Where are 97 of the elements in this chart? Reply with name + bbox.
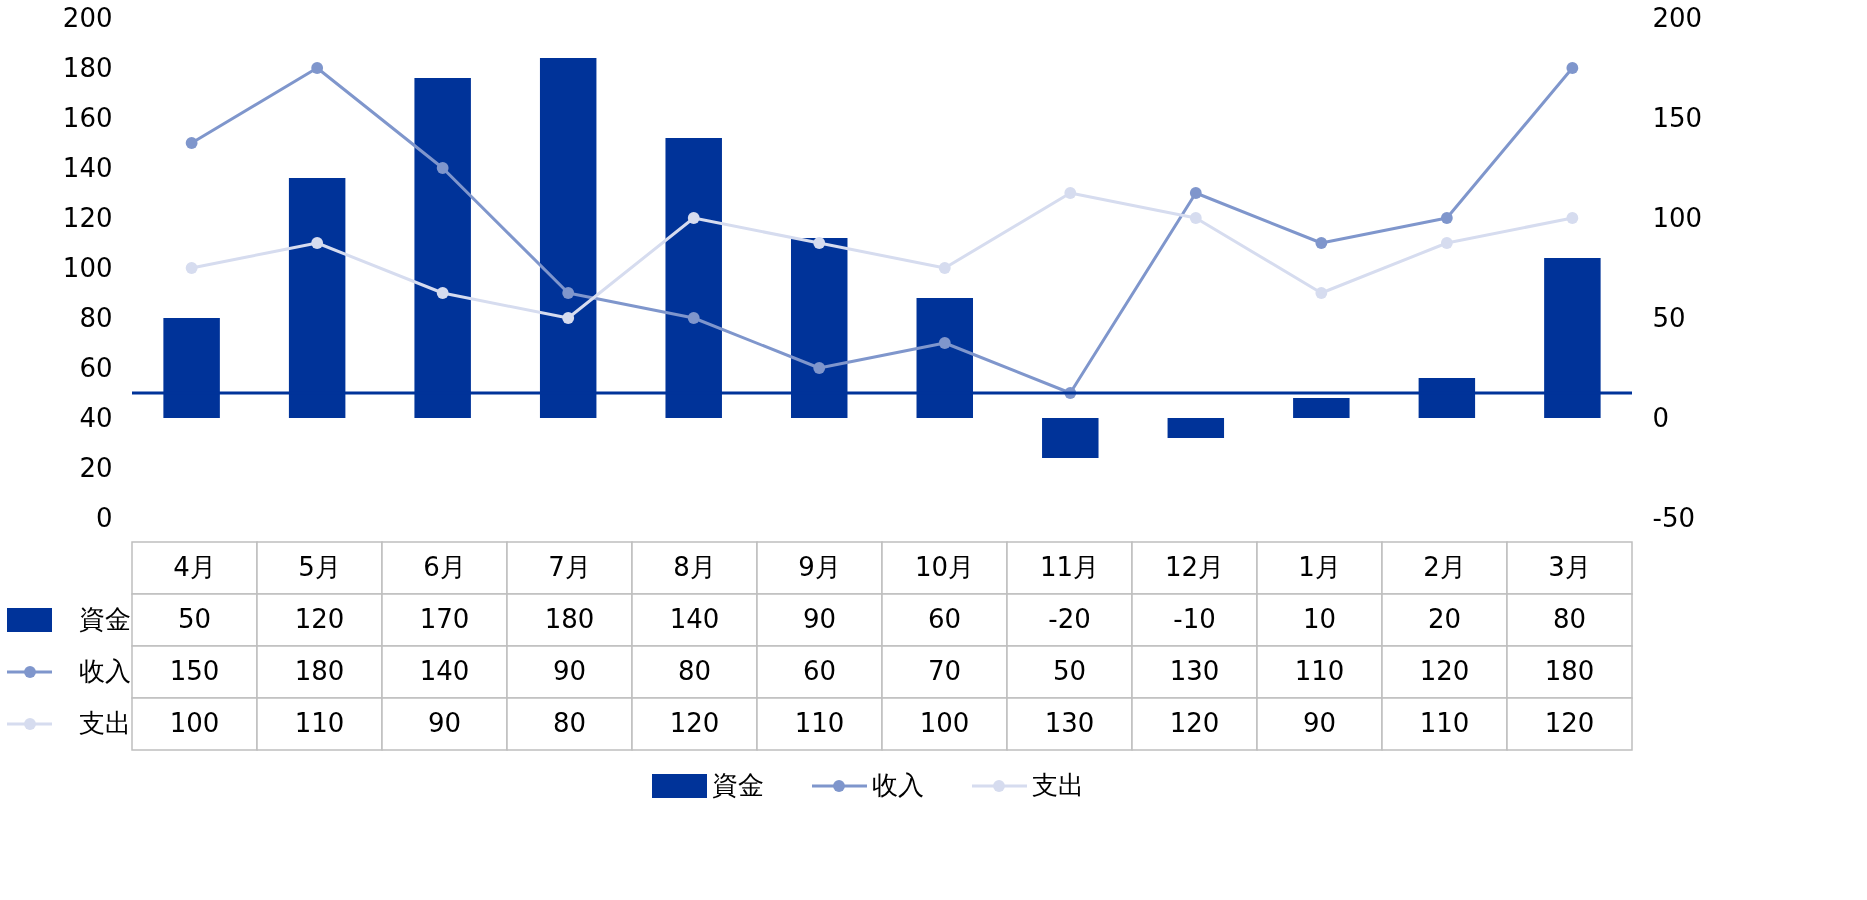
data-label: 180 [294, 656, 345, 686]
point [562, 287, 575, 299]
point [687, 212, 700, 224]
data-label: 50 [1052, 656, 1087, 686]
bar [1167, 418, 1225, 438]
legend-label: 支出 [78, 708, 131, 738]
data-label: 120 [1169, 708, 1220, 738]
data-label: 80 [552, 708, 587, 738]
data-label: 120 [294, 604, 345, 634]
x-tick-label: 3月 [1548, 552, 1591, 582]
point [311, 237, 324, 249]
data-label: 50 [177, 604, 212, 634]
point [1566, 62, 1579, 74]
point [1315, 287, 1328, 299]
data-label: 150 [169, 656, 220, 686]
data-label: 10 [1302, 604, 1337, 634]
data-label: 120 [1544, 708, 1595, 738]
point [1440, 212, 1453, 224]
data-label: 110 [294, 708, 345, 738]
point [311, 62, 324, 74]
y-tick-label: 40 [79, 402, 113, 433]
text: 收入 [872, 770, 924, 800]
data-label: 100 [919, 708, 970, 738]
x-tick-label: 9月 [798, 552, 841, 582]
data-label: 110 [794, 708, 845, 738]
point [687, 312, 700, 324]
point [562, 312, 575, 324]
text: 支出 [1032, 770, 1084, 800]
point [1189, 212, 1202, 224]
y-tick-label: 160 [62, 102, 113, 133]
y-tick-label: 120 [62, 202, 113, 233]
point [436, 162, 449, 174]
x-tick-label: 10月 [914, 552, 975, 582]
data-label: 80 [677, 656, 712, 686]
point [436, 287, 449, 299]
x-tick-label: 4月 [173, 552, 216, 582]
data-label: 90 [552, 656, 587, 686]
y-tick-label: 180 [62, 52, 113, 83]
data-label: 110 [1294, 656, 1345, 686]
data-label: 90 [802, 604, 837, 634]
x-tick-label: 12月 [1164, 552, 1225, 582]
data-label: 180 [544, 604, 595, 634]
y-tick-label: 200 [62, 2, 113, 33]
data-label: 20 [1427, 604, 1462, 634]
y-tick-label: 140 [62, 152, 113, 183]
bar [1293, 398, 1350, 418]
y-tick-label: 60 [79, 352, 113, 383]
point [938, 262, 951, 274]
data-label: 120 [1419, 656, 1470, 686]
point [185, 262, 198, 274]
data-label: 80 [1552, 604, 1587, 634]
data-label: 140 [419, 656, 470, 686]
point [1566, 212, 1579, 224]
data-label: 100 [169, 708, 220, 738]
data-label: 60 [802, 656, 837, 686]
x-tick-label: 11月 [1039, 552, 1100, 582]
data-label: 180 [1544, 656, 1595, 686]
point [813, 237, 826, 249]
x-tick-label: 7月 [548, 552, 591, 582]
point [1064, 187, 1077, 199]
data-label: 90 [1302, 708, 1337, 738]
data-label: 60 [927, 604, 962, 634]
point [185, 137, 198, 149]
y-tick-label: 80 [79, 302, 113, 333]
x-tick-label: 8月 [673, 552, 716, 582]
y2-tick-label: 0 [1652, 402, 1670, 433]
x-tick-label: 2月 [1423, 552, 1466, 582]
x-tick-label: 1月 [1298, 552, 1341, 582]
text: 資金 [712, 770, 764, 800]
y2-tick-label: 200 [1652, 2, 1703, 33]
point [813, 362, 826, 374]
y-tick-label: 0 [95, 502, 113, 533]
legend-label: 資金 [78, 604, 131, 634]
point [938, 337, 951, 349]
x-tick-label: 5月 [298, 552, 341, 582]
data-label: -20 [1048, 604, 1091, 634]
data-label: 120 [669, 708, 720, 738]
data-label: 110 [1419, 708, 1470, 738]
point [1189, 187, 1202, 199]
data-label: 70 [927, 656, 962, 686]
x-tick-label: 6月 [423, 552, 466, 582]
y-tick-label: 20 [79, 452, 113, 483]
point [1440, 237, 1453, 249]
legend-label: 收入 [78, 656, 131, 686]
y2-tick-label: 100 [1652, 202, 1703, 233]
y-tick-label: 100 [62, 252, 113, 283]
y2-tick-label: 50 [1652, 302, 1686, 333]
data-label: -10 [1173, 604, 1216, 634]
data-label: 130 [1169, 656, 1220, 686]
data-label: 90 [427, 708, 462, 738]
bar [1042, 418, 1099, 458]
data-label: 170 [419, 604, 470, 634]
y2-tick-label: -50 [1652, 502, 1695, 533]
data-label: 140 [669, 604, 720, 634]
y2-tick-label: 150 [1652, 102, 1703, 133]
point [1315, 237, 1328, 249]
data-label: 130 [1044, 708, 1095, 738]
